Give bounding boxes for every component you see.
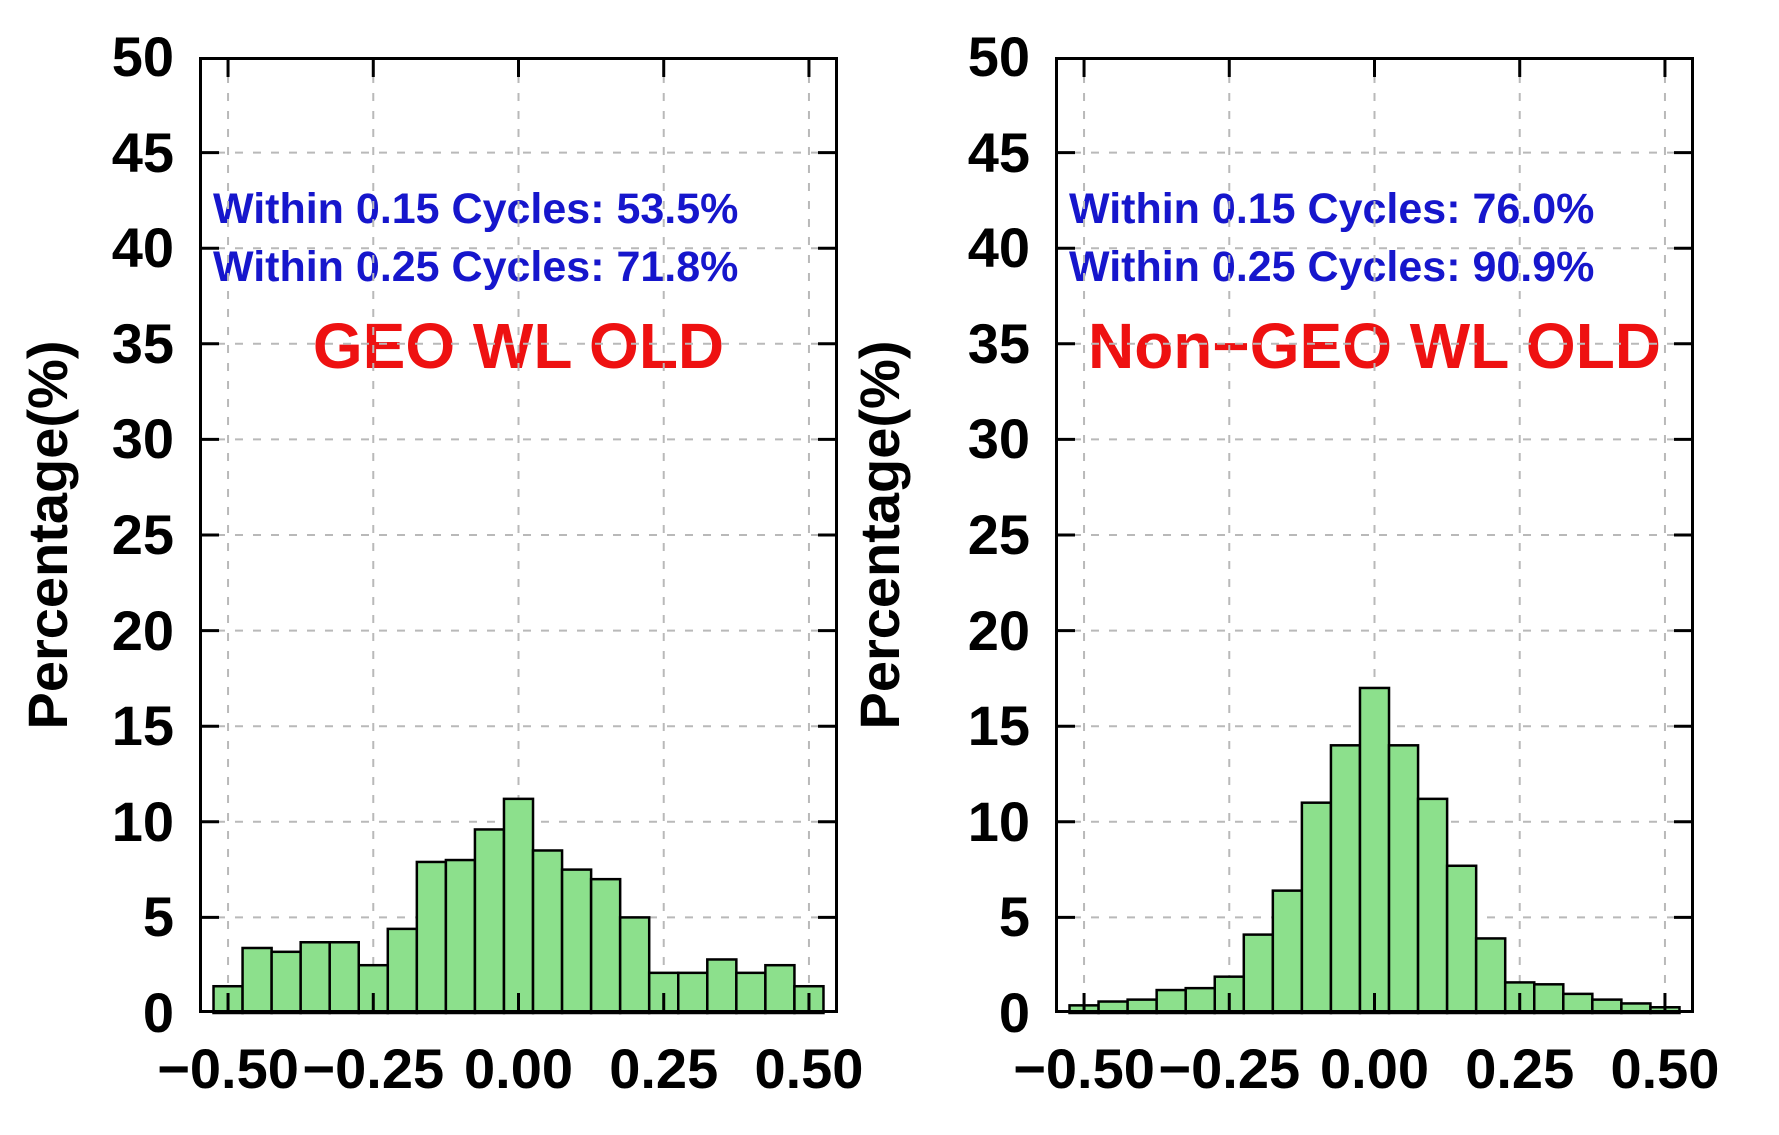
histogram-plot <box>1055 57 1694 1015</box>
histogram-bar <box>444 858 477 1015</box>
histogram-bar <box>764 963 796 1015</box>
histogram-bar <box>1184 986 1216 1015</box>
x-tick-label: 0.50 <box>1610 1037 1720 1100</box>
histogram-bar <box>1474 937 1507 1015</box>
histogram-bar <box>415 860 448 1015</box>
x-tick-label: −0.50 <box>157 1037 299 1100</box>
histogram-bar <box>386 927 419 1015</box>
histogram-plot <box>199 57 838 1015</box>
histogram-bar <box>328 941 360 1015</box>
histogram-bar <box>560 868 593 1015</box>
y-tick-label: 5 <box>998 885 1030 949</box>
histogram-bar <box>1416 797 1449 1015</box>
y-tick-label: 20 <box>967 598 1030 662</box>
x-tick-label: 0.00 <box>464 1037 573 1100</box>
histogram-bar <box>1358 686 1391 1015</box>
histogram-bar <box>531 849 564 1015</box>
y-tick-label: 10 <box>967 789 1030 853</box>
y-tick-label: 50 <box>111 25 174 88</box>
x-tick-label: 0.00 <box>1320 1037 1429 1100</box>
y-tick-label: 45 <box>111 120 174 184</box>
histogram-bar <box>1445 864 1478 1015</box>
histogram-bar <box>677 971 709 1015</box>
x-tick-label: −0.25 <box>1158 1037 1301 1100</box>
histogram-bar <box>299 941 331 1015</box>
annotation-within-015: Within 0.15 Cycles: 76.0% <box>1069 185 1595 233</box>
y-tick-label: 15 <box>111 694 174 758</box>
y-tick-label: 45 <box>967 120 1030 184</box>
x-tick-label: 0.25 <box>609 1037 719 1100</box>
chart-geo-wl-old: Within 0.15 Cycles: 53.5% Within 0.25 Cy… <box>16 25 863 1100</box>
y-tick-label: 30 <box>111 407 174 471</box>
chart-non-geo-wl-old: Within 0.15 Cycles: 76.0% Within 0.25 Cy… <box>848 25 1719 1100</box>
y-tick-label: 25 <box>111 503 174 566</box>
y-tick-label: 40 <box>111 216 174 280</box>
y-tick-label: 10 <box>111 789 174 853</box>
histogram-bar <box>1533 983 1565 1015</box>
histogram-bar <box>1242 933 1275 1015</box>
histogram-bar <box>706 958 738 1015</box>
histogram-bar <box>1387 744 1420 1015</box>
annotation-within-015: Within 0.15 Cycles: 53.5% <box>213 185 739 233</box>
y-tick-label: 0 <box>142 981 174 1044</box>
histogram-bar <box>1271 889 1304 1015</box>
y-tick-label: 35 <box>967 311 1030 375</box>
y-tick-label: 25 <box>967 503 1030 566</box>
x-tick-label: 0.50 <box>754 1037 864 1100</box>
histogram-bar <box>618 916 651 1015</box>
histogram-bar <box>1300 801 1333 1015</box>
x-tick-label: −0.25 <box>302 1037 445 1100</box>
histogram-bar <box>1155 988 1187 1015</box>
y-tick-label: 0 <box>998 981 1030 1044</box>
histogram-bar <box>473 828 506 1015</box>
histogram-bar <box>502 797 535 1015</box>
y-tick-label: 50 <box>967 25 1030 88</box>
x-tick-label: 0.25 <box>1465 1037 1575 1100</box>
histogram-bar <box>589 877 622 1015</box>
y-tick-label: 20 <box>111 598 174 662</box>
y-tick-label: 40 <box>967 216 1030 280</box>
plot-frame <box>1055 57 1694 1013</box>
y-tick-label: 35 <box>111 311 174 375</box>
histogram-bar <box>270 950 302 1015</box>
histogram-bar <box>1329 744 1362 1015</box>
histogram-bar <box>241 946 273 1015</box>
annotation-within-025: Within 0.25 Cycles: 90.9% <box>1069 243 1595 291</box>
x-tick-label: −0.50 <box>1013 1037 1155 1100</box>
annotation-within-025: Within 0.25 Cycles: 71.8% <box>213 243 739 291</box>
y-tick-label: 30 <box>967 407 1030 471</box>
plot-frame <box>199 57 838 1013</box>
y-tick-label: 5 <box>142 885 174 949</box>
histogram-bar <box>735 971 767 1015</box>
y-tick-label: 15 <box>967 694 1030 758</box>
